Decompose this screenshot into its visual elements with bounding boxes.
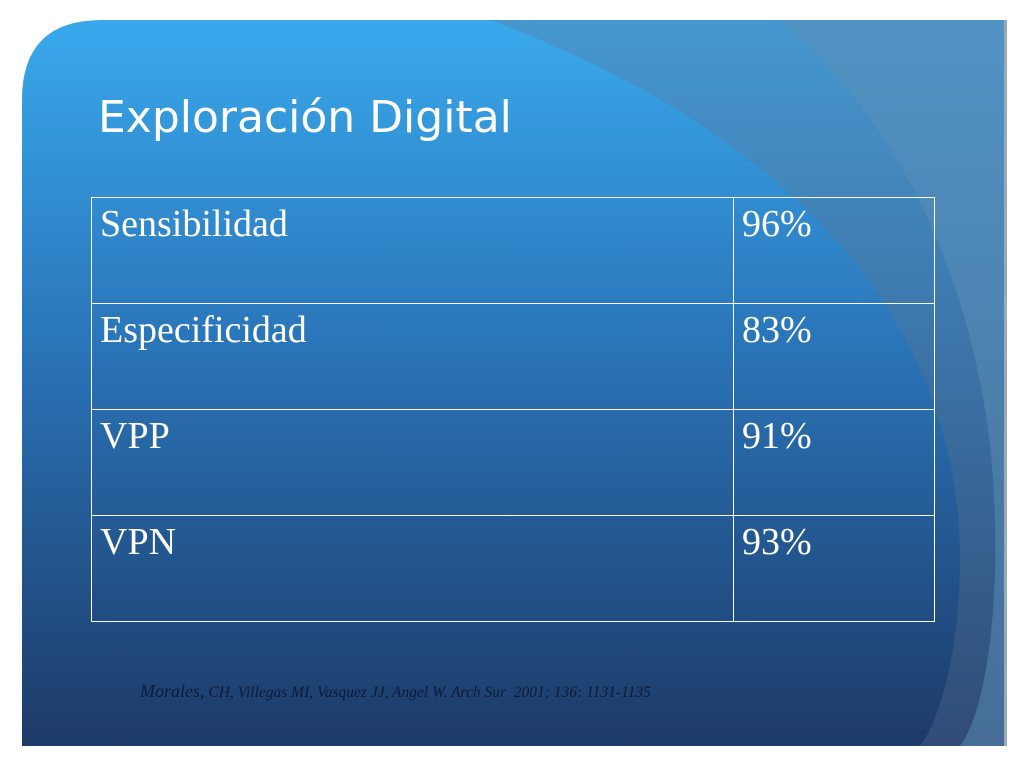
metric-value: 93% xyxy=(733,515,935,622)
table-row: VPN 93% xyxy=(91,515,935,622)
metric-name: VPP xyxy=(91,409,734,516)
citation-text: CH, Villegas MI, Vasquez JJ, Angel W. Ar… xyxy=(204,684,651,701)
metric-value: 91% xyxy=(733,409,935,516)
metric-name: Sensibilidad xyxy=(91,197,734,304)
table-row: Especificidad 83% xyxy=(91,303,935,410)
metric-name: Especificidad xyxy=(91,303,734,410)
citation-author: Morales, xyxy=(140,681,205,701)
metric-name: VPN xyxy=(91,515,734,622)
table-row: VPP 91% xyxy=(91,409,935,516)
table-row: Sensibilidad 96% xyxy=(91,197,935,304)
metric-value: 83% xyxy=(733,303,935,410)
metric-value: 96% xyxy=(733,197,935,304)
slide-title: Exploración Digital xyxy=(98,92,512,143)
data-table: Sensibilidad 96% Especificidad 83% VPP 91% VPN… xyxy=(91,197,935,622)
citation: Morales, CH, Villegas MI, Vasquez JJ, An… xyxy=(140,681,651,702)
